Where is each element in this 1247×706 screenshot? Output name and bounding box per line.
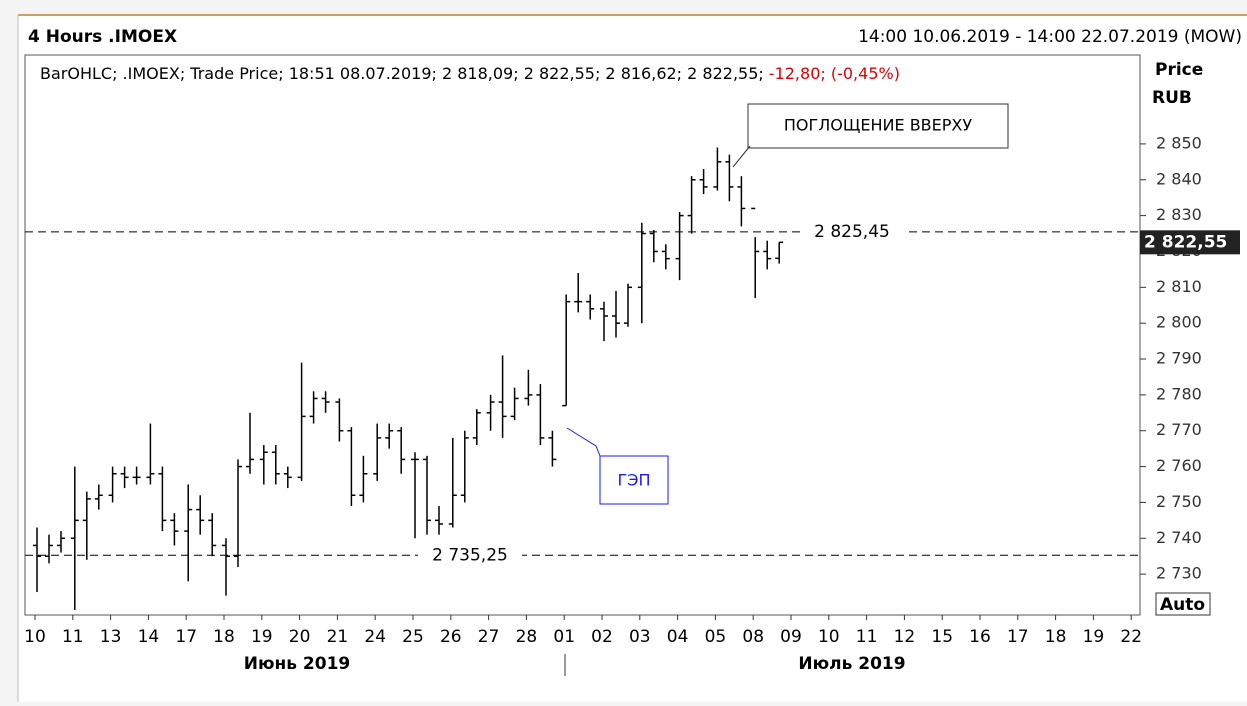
h-line-label-bg (418, 543, 522, 568)
annotation-box (599, 455, 669, 505)
x-tick-label: 18 (213, 627, 235, 647)
scale-mode: Auto (1160, 595, 1205, 615)
axis-label: Price (1155, 60, 1203, 80)
month-label: Июнь 2019 (244, 654, 350, 674)
x-tick-label: 04 (667, 627, 689, 647)
date-range: 14:00 10.06.2019 - 14:00 22.07.2019 (MOW… (858, 27, 1242, 47)
x-tick-label: 24 (364, 627, 386, 647)
y-tick-label: 2 760 (1156, 456, 1202, 475)
x-tick-label: 11 (62, 627, 84, 647)
info-change: -12,80; (-0,45%) (769, 64, 900, 83)
last-price-box (1140, 230, 1240, 255)
currency: RUB (1152, 88, 1192, 108)
x-tick-label: 15 (931, 627, 953, 647)
info-line: BarOHLC; .IMOEX; Trade Price; 18:51 08.0… (40, 64, 900, 83)
h-line-label: 2 825,45 (814, 222, 890, 242)
annotation-box (747, 103, 1009, 149)
annotation: ГЭП (618, 471, 651, 490)
x-tick-label: 18 (1045, 627, 1067, 647)
y-tick-label: 2 770 (1156, 420, 1202, 439)
x-tick-label: 17 (1007, 627, 1029, 647)
x-tick-label: 09 (780, 627, 802, 647)
y-tick-label: 2 850 (1156, 133, 1202, 152)
x-tick-label: 21 (327, 627, 349, 647)
info: BarOHLC; .IMOEX; Trade Price; 18:51 08.0… (40, 64, 764, 83)
y-tick-label: 2 740 (1156, 528, 1202, 547)
y-tick-label: 2 800 (1156, 313, 1202, 332)
x-tick-label: 26 (440, 627, 462, 647)
x-tick-label: 11 (856, 627, 878, 647)
auto-box (1155, 592, 1211, 616)
y-tick-label: 2 750 (1156, 492, 1202, 511)
h-line-label-bg (800, 219, 904, 244)
y-tick-label: 2 790 (1156, 349, 1202, 368)
month-label: Июль 2019 (798, 654, 905, 674)
x-tick-label: 17 (175, 627, 197, 647)
panel (18, 14, 1247, 702)
x-tick-label: 16 (969, 627, 991, 647)
annotation: ПОГЛОЩЕНИЕ ВВЕРХУ (784, 116, 972, 135)
x-tick-label: 13 (100, 627, 122, 647)
annotation-pointer (732, 145, 751, 168)
chart-title: 4 Hours .IMOEX (28, 27, 177, 47)
last-price-label: 2 822,55 (1144, 232, 1227, 252)
y-tick-label: 2 840 (1156, 169, 1202, 188)
y-tick-label: 2 730 (1156, 564, 1202, 583)
y-tick-label: 2 810 (1156, 277, 1202, 296)
y-tick-label: 2 780 (1156, 384, 1202, 403)
x-tick-label: 03 (629, 627, 651, 647)
plot-frame (24, 54, 1141, 616)
x-tick-label: 22 (1120, 627, 1142, 647)
x-tick-label: 19 (1083, 627, 1105, 647)
x-tick-label: 10 (818, 627, 840, 647)
x-tick-label: 02 (591, 627, 613, 647)
annotation-pointer (566, 427, 601, 457)
x-tick-label: 12 (894, 627, 916, 647)
x-tick-label: 19 (251, 627, 273, 647)
x-tick-label: 05 (705, 627, 727, 647)
x-tick-label: 20 (289, 627, 311, 647)
x-tick-label: 14 (138, 627, 160, 647)
x-tick-label: 28 (516, 627, 538, 647)
x-tick-label: 25 (402, 627, 424, 647)
y-tick-label: 2 830 (1156, 205, 1202, 224)
x-tick-label: 27 (478, 627, 500, 647)
x-tick-label: 08 (742, 627, 764, 647)
h-line-label: 2 735,25 (432, 545, 508, 565)
x-tick-label: 01 (553, 627, 575, 647)
x-tick-label: 10 (24, 627, 46, 647)
